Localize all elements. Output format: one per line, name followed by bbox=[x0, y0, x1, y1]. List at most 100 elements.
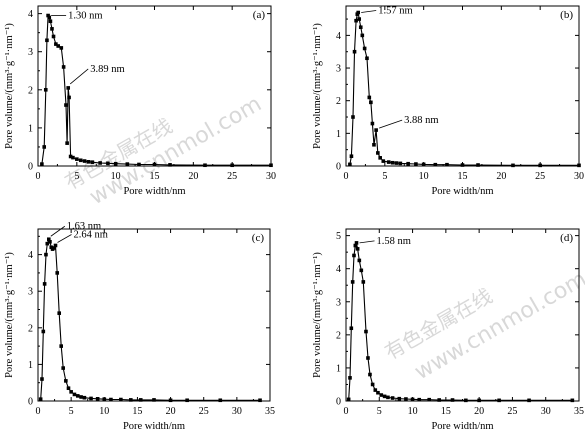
data-point bbox=[119, 397, 123, 402]
data-point bbox=[43, 88, 48, 92]
data-point bbox=[42, 145, 47, 149]
data-point bbox=[349, 326, 354, 331]
chart-panel-4: 0 5 10 15 20 25 30 35 0 1 2 3 4 5 Pore width/nm Pore vo… bbox=[312, 228, 584, 432]
x-tick-label: 5 bbox=[69, 406, 74, 417]
data-point bbox=[364, 329, 368, 334]
plot-frame bbox=[345, 5, 580, 167]
data-point bbox=[414, 162, 418, 166]
data-point bbox=[55, 271, 60, 275]
data-point bbox=[42, 282, 47, 286]
data-point bbox=[348, 376, 352, 380]
data-point bbox=[372, 142, 376, 147]
data-point bbox=[358, 25, 363, 30]
data-point bbox=[437, 398, 441, 402]
x-tick-label: 0 bbox=[36, 406, 41, 417]
y-tick-label: 0 bbox=[336, 397, 341, 408]
data-point bbox=[404, 397, 408, 401]
data-point bbox=[357, 258, 362, 263]
data-point bbox=[40, 377, 44, 381]
panel-label: (a) bbox=[253, 9, 266, 21]
data-point bbox=[476, 163, 480, 167]
x-tick-label: 20 bbox=[166, 406, 176, 417]
y-tick-label: 2 bbox=[336, 330, 341, 341]
x-tick-label: 20 bbox=[496, 171, 506, 182]
data-point bbox=[386, 160, 391, 164]
panel-label: (d) bbox=[560, 232, 573, 244]
data-point bbox=[67, 95, 71, 100]
data-point bbox=[351, 115, 355, 119]
data-point bbox=[370, 382, 375, 387]
data-point bbox=[57, 311, 62, 315]
y-tick-label: 5 bbox=[336, 231, 341, 242]
data-point bbox=[44, 252, 48, 257]
data-point bbox=[497, 398, 501, 403]
y-axis-label: Pore volume/(mm³·g⁻¹·nm⁻¹) bbox=[312, 23, 323, 149]
data-point bbox=[45, 241, 50, 246]
data-point bbox=[102, 397, 107, 401]
panel-label: (b) bbox=[560, 9, 573, 21]
data-point bbox=[152, 398, 156, 402]
y-tick-label: 4 bbox=[28, 250, 33, 261]
data-point bbox=[353, 243, 358, 248]
data-point bbox=[168, 163, 172, 167]
y-tick-label: 2 bbox=[336, 96, 341, 107]
data-point bbox=[48, 240, 52, 244]
data-point bbox=[125, 162, 130, 166]
data-point bbox=[269, 163, 273, 168]
data-point bbox=[106, 161, 110, 166]
data-point bbox=[90, 160, 95, 164]
data-point bbox=[577, 163, 581, 168]
data-point bbox=[82, 159, 87, 163]
annotation-arrow bbox=[69, 68, 89, 85]
y-axis-label: Pore volume/(mm³·g⁻¹·nm⁻¹) bbox=[4, 252, 15, 378]
data-point bbox=[38, 397, 43, 401]
annotation-label: 1.58 nm bbox=[377, 236, 411, 247]
x-tick-label: 30 bbox=[541, 406, 551, 417]
x-tick-label: 10 bbox=[111, 171, 121, 182]
y-tick-label: 2 bbox=[28, 85, 33, 96]
x-tick-label: 5 bbox=[382, 171, 387, 182]
data-point bbox=[355, 247, 360, 251]
data-point bbox=[378, 156, 382, 160]
annotation-arrow bbox=[379, 119, 403, 129]
x-tick-label: 25 bbox=[227, 171, 237, 182]
x-tick-label: 5 bbox=[74, 171, 79, 182]
y-tick-label: 3 bbox=[28, 47, 33, 58]
data-point bbox=[54, 42, 58, 46]
data-point bbox=[47, 237, 51, 242]
data-point bbox=[46, 13, 50, 18]
data-point bbox=[45, 38, 49, 43]
data-point bbox=[113, 161, 118, 166]
x-axis-label: Pore width/nm bbox=[431, 186, 493, 197]
data-point bbox=[53, 243, 58, 248]
data-point bbox=[538, 163, 542, 168]
data-point bbox=[64, 379, 68, 383]
data-point bbox=[406, 161, 410, 166]
data-point bbox=[71, 155, 75, 160]
data-point bbox=[381, 159, 386, 163]
data-point bbox=[477, 398, 481, 403]
chart-panel-1: 0 5 10 15 20 25 30 0 1 2 3 4 Pore width/nm Pore volum… bbox=[4, 5, 276, 197]
data-point bbox=[258, 398, 262, 403]
x-axis-label: Pore width/nm bbox=[431, 421, 493, 432]
x-tick-label: 25 bbox=[535, 171, 545, 182]
data-point bbox=[376, 151, 380, 155]
y-tick-label: 4 bbox=[336, 264, 341, 275]
data-point bbox=[72, 392, 77, 397]
data-point bbox=[394, 161, 399, 165]
data-point bbox=[138, 398, 143, 402]
y-tick-label: 3 bbox=[336, 297, 341, 308]
data-point bbox=[66, 386, 71, 390]
data-point bbox=[349, 154, 354, 159]
data-point bbox=[40, 162, 44, 166]
data-point bbox=[350, 280, 355, 284]
data-point bbox=[450, 398, 455, 402]
data-point bbox=[464, 398, 468, 403]
y-tick-label: 3 bbox=[28, 287, 33, 298]
data-point bbox=[152, 162, 157, 167]
data-point bbox=[376, 390, 380, 395]
annotation-arrow bbox=[57, 234, 72, 243]
series-line bbox=[40, 237, 261, 401]
data-point bbox=[362, 46, 367, 51]
data-point bbox=[365, 56, 369, 61]
